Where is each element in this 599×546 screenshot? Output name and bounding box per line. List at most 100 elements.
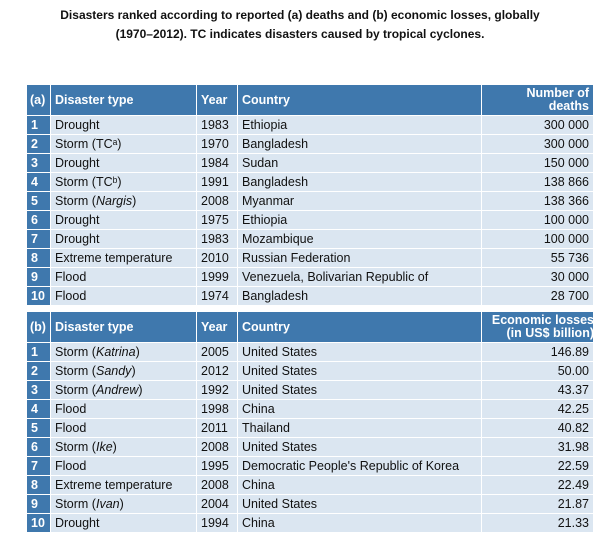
rank-cell: 2 xyxy=(26,361,51,381)
country-cell: Democratic People's Republic of Korea xyxy=(237,456,482,476)
type-text: Sandy xyxy=(95,364,132,378)
table-row: 2 Storm (TCᵃ) 1970 Bangladesh 300 000 xyxy=(26,134,594,154)
country-cell: China xyxy=(237,475,482,495)
type-cell: Drought xyxy=(50,210,197,230)
header-text: Year xyxy=(201,93,228,107)
rank-cell: 1 xyxy=(26,115,51,135)
table-row: 6 Storm (Ike) 2008 United States 31.98 xyxy=(26,437,594,457)
value-cell: 100 000 xyxy=(481,210,594,230)
rank-cell: 9 xyxy=(26,267,51,287)
type-text: Flood xyxy=(55,289,87,303)
country-cell: Russian Federation xyxy=(237,248,482,268)
type-text: ) xyxy=(138,383,143,397)
rank-cell: 3 xyxy=(26,153,51,173)
type-text: Extreme temperature xyxy=(55,478,173,492)
rank-cell: 8 xyxy=(26,475,51,495)
country-cell: Ethiopia xyxy=(237,115,482,135)
type-text: ) xyxy=(132,194,137,208)
value-cell: 43.37 xyxy=(481,380,594,400)
value-cell: 40.82 xyxy=(481,418,594,438)
type-cell: Drought xyxy=(50,513,197,533)
header-text: Number of deaths xyxy=(526,86,590,113)
year-cell: 1994 xyxy=(196,513,238,533)
type-cell: Flood xyxy=(50,267,197,287)
table-row: 4 Flood 1998 China 42.25 xyxy=(26,399,594,419)
year-cell: 1974 xyxy=(196,286,238,306)
year-cell: 2008 xyxy=(196,437,238,457)
table-row: 6 Drought 1975 Ethiopia 100 000 xyxy=(26,210,594,230)
year-cell: 1991 xyxy=(196,172,238,192)
type-text: ) xyxy=(112,440,117,454)
year-cell: 1983 xyxy=(196,115,238,135)
value-cell: 138 866 xyxy=(481,172,594,192)
country-cell: Thailand xyxy=(237,418,482,438)
country-cell: China xyxy=(237,399,482,419)
header-cell: (a) xyxy=(26,84,51,116)
type-cell: Storm (Ike) xyxy=(50,437,197,457)
type-cell: Storm (Nargis) xyxy=(50,191,197,211)
country-cell: Venezuela, Bolivarian Republic of xyxy=(237,267,482,287)
rank-cell: 2 xyxy=(26,134,51,154)
table-row: 1 Drought 1983 Ethiopia 300 000 xyxy=(26,115,594,135)
year-cell: 2008 xyxy=(196,191,238,211)
type-text: Drought xyxy=(55,156,100,170)
losses-table: (b) Disaster type Year Country Economic loss… xyxy=(26,311,594,533)
year-cell: 2011 xyxy=(196,418,238,438)
year-cell: 2008 xyxy=(196,475,238,495)
header-cell: Number of deaths xyxy=(481,84,594,116)
type-text: Storm ( xyxy=(55,345,96,359)
country-cell: Ethiopia xyxy=(237,210,482,230)
table-row: 4 Storm (TCᵇ) 1991 Bangladesh 138 866 xyxy=(26,172,594,192)
header-text: (b) xyxy=(30,320,46,334)
header-text: Economic losses (in US$ billion) xyxy=(491,313,594,340)
type-text: Drought xyxy=(55,232,100,246)
year-cell: 1992 xyxy=(196,380,238,400)
type-text: Flood xyxy=(55,459,87,473)
rank-cell: 4 xyxy=(26,399,51,419)
header-cell: Country xyxy=(237,311,482,343)
value-cell: 138 366 xyxy=(481,191,594,211)
type-cell: Drought xyxy=(50,153,197,173)
year-cell: 1999 xyxy=(196,267,238,287)
header-row: (a) Disaster type Year Country Number of dea… xyxy=(26,84,594,116)
value-cell: 150 000 xyxy=(481,153,594,173)
type-cell: Flood xyxy=(50,418,197,438)
rank-cell: 5 xyxy=(26,191,51,211)
type-text: Storm ( xyxy=(55,364,96,378)
value-cell: 22.49 xyxy=(481,475,594,495)
value-cell: 22.59 xyxy=(481,456,594,476)
rank-cell: 4 xyxy=(26,172,51,192)
header-text: Disaster type xyxy=(55,320,134,334)
value-cell: 50.00 xyxy=(481,361,594,381)
type-cell: Storm (Andrew) xyxy=(50,380,197,400)
type-text: Storm ( xyxy=(55,440,96,454)
table-row: 5 Storm (Nargis) 2008 Myanmar 138 366 xyxy=(26,191,594,211)
type-text: Storm (TCᵃ) xyxy=(55,137,122,151)
type-cell: Drought xyxy=(50,115,197,135)
header-cell: (b) xyxy=(26,311,51,343)
table-row: 7 Flood 1995 Democratic People's Republic o… xyxy=(26,456,594,476)
table-row: 2 Storm (Sandy) 2012 United States 50.00 xyxy=(26,361,594,381)
rank-cell: 9 xyxy=(26,494,51,514)
type-cell: Storm (Ivan) xyxy=(50,494,197,514)
type-cell: Storm (Sandy) xyxy=(50,361,197,381)
rank-cell: 6 xyxy=(26,210,51,230)
type-text: Flood xyxy=(55,270,87,284)
value-cell: 31.98 xyxy=(481,437,594,457)
value-cell: 146.89 xyxy=(481,342,594,362)
type-cell: Flood xyxy=(50,399,197,419)
type-text: Extreme temperature xyxy=(55,251,173,265)
year-cell: 1970 xyxy=(196,134,238,154)
type-cell: Extreme temperature xyxy=(50,475,197,495)
rank-cell: 7 xyxy=(26,229,51,249)
value-cell: 21.87 xyxy=(481,494,594,514)
table-row: 3 Storm (Andrew) 1992 United States 43.37 xyxy=(26,380,594,400)
country-cell: United States xyxy=(237,437,482,457)
year-cell: 2010 xyxy=(196,248,238,268)
type-text: Drought xyxy=(55,516,100,530)
year-cell: 1975 xyxy=(196,210,238,230)
value-cell: 300 000 xyxy=(481,115,594,135)
type-text: ) xyxy=(131,364,136,378)
country-cell: United States xyxy=(237,342,482,362)
